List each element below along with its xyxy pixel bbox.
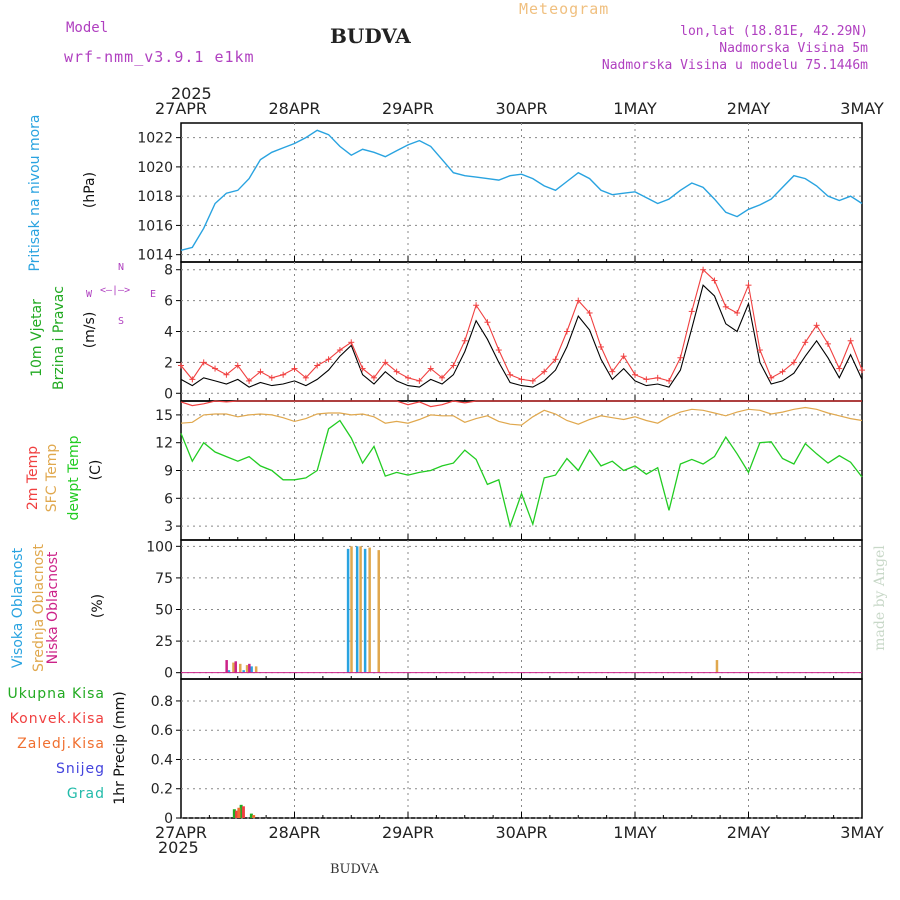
panel-frame	[180, 122, 863, 263]
cloud-mid-bar	[239, 663, 242, 673]
cloud-low-bar	[248, 663, 251, 673]
precip-snow-label: Snijeg	[55, 761, 105, 777]
y-tick-label: 8	[164, 263, 173, 279]
y-tick-label: 1018	[137, 189, 173, 205]
compass-w: W	[86, 289, 93, 300]
y-tick-label: 3	[164, 519, 173, 535]
model-label: Model	[66, 20, 109, 36]
bottom-date-label: 1MAY	[613, 823, 657, 842]
precip-conv-label: Konvek.Kisa	[9, 711, 105, 727]
compass-cross: <—|—>	[100, 285, 131, 296]
cloud-mid-bar	[245, 665, 249, 673]
meteogram-label: Meteogram	[519, 0, 610, 18]
top-date-label: 30APR	[495, 99, 547, 118]
cloud-high-bar	[355, 546, 359, 673]
y-tick-label: 0.2	[151, 782, 173, 798]
bottom-date-label: 30APR	[495, 823, 547, 842]
precip-total-bar	[232, 809, 236, 818]
top-date-label: 1MAY	[613, 99, 657, 118]
cloud-low-bar	[225, 660, 228, 673]
cloud-mid-bar	[359, 546, 362, 673]
sfc-temp-line	[180, 406, 863, 426]
coords-text: lon,lat (18.81E, 42.29N)	[680, 24, 868, 39]
y-tick-label: 12	[155, 436, 173, 452]
top-date-label: 27APR	[155, 99, 207, 118]
compass-n: N	[118, 262, 125, 273]
bottom-date-label: 28APR	[268, 823, 320, 842]
compass-e: E	[150, 289, 157, 300]
model-elevation-text: Nadmorska Visina u modelu 75.1446m	[601, 58, 868, 73]
top-date-label: 2MAY	[727, 99, 771, 118]
bottom-date-label: 29APR	[382, 823, 434, 842]
y-tick-label: 0	[164, 811, 173, 827]
top-date-label: 28APR	[268, 99, 320, 118]
precip-frz-label: Zaledj.Kisa	[17, 736, 105, 752]
top-date-label: 3MAY	[840, 99, 884, 118]
y-tick-label: 1022	[137, 131, 173, 147]
y-tick-label: 0	[164, 386, 173, 402]
cloud-mid-bar	[368, 547, 371, 673]
wind-speed-line	[180, 284, 863, 388]
cloud-mid-bar	[232, 662, 235, 673]
pressure-line	[180, 129, 863, 251]
precip-total-bar	[249, 813, 253, 818]
precip-frz-bar	[237, 807, 241, 818]
y-tick-label: 25	[155, 634, 173, 650]
y-tick-label: 0.4	[151, 752, 173, 768]
bottom-year-label: 2025	[158, 838, 199, 857]
y-tick-label: 15	[155, 408, 173, 424]
y-tick-label: 0.8	[151, 694, 173, 710]
precip-conv-bar	[235, 810, 239, 818]
cloud-high-bar	[227, 670, 231, 673]
precip-total-label: Ukupna Kisa	[7, 686, 105, 702]
y-tick-label: 1020	[137, 160, 173, 176]
y-tick-label: 6	[164, 294, 173, 310]
precip-hail-label: Grad	[66, 786, 105, 802]
y-tick-label: 0	[164, 666, 173, 682]
precip-frz-bar	[252, 815, 256, 818]
panel-frame	[180, 678, 863, 819]
y-tick-label: 1014	[137, 248, 173, 264]
cloud-low-bar	[234, 661, 237, 673]
y-tick-label: 75	[155, 571, 173, 587]
compass-s: S	[118, 316, 125, 327]
temp2m-line	[180, 400, 862, 408]
y-tick-label: 2	[164, 355, 173, 371]
y-tick-label: 50	[155, 603, 173, 619]
precip-conv-bar	[241, 806, 245, 818]
precip-total-bar	[239, 804, 243, 818]
elevation-text: Nadmorska Visina 5m	[719, 41, 868, 56]
top-date-label: 29APR	[382, 99, 434, 118]
y-tick-label: 0.6	[151, 723, 173, 739]
bottom-date-label: 3MAY	[840, 823, 884, 842]
y-tick-label: 1016	[137, 218, 173, 234]
bottom-date-label: 27APR	[155, 823, 207, 842]
footer-station: BUDVA	[330, 862, 379, 877]
cloud-high-bar	[242, 670, 245, 673]
y-tick-label: 100	[146, 539, 173, 555]
y-tick-label: 6	[164, 491, 173, 507]
cloud-high-bar	[346, 548, 350, 673]
cloud-high-bar	[363, 548, 367, 673]
y-tick-label: 9	[164, 464, 173, 480]
cloud-mid-bar	[715, 660, 719, 673]
cloud-mid-bar	[350, 546, 353, 673]
cloud-mid-bar	[377, 550, 380, 673]
cloud-high-bar	[250, 666, 253, 673]
top-year-label: 2025	[171, 84, 212, 103]
model-name: wrf-nmm_v3.9.1 e1km	[64, 48, 255, 66]
bottom-date-label: 2MAY	[727, 823, 771, 842]
station-title: BUDVA	[330, 24, 411, 48]
y-tick-label: 4	[164, 325, 173, 341]
cloud-mid-bar	[254, 666, 258, 673]
dewpt-line	[180, 419, 863, 529]
